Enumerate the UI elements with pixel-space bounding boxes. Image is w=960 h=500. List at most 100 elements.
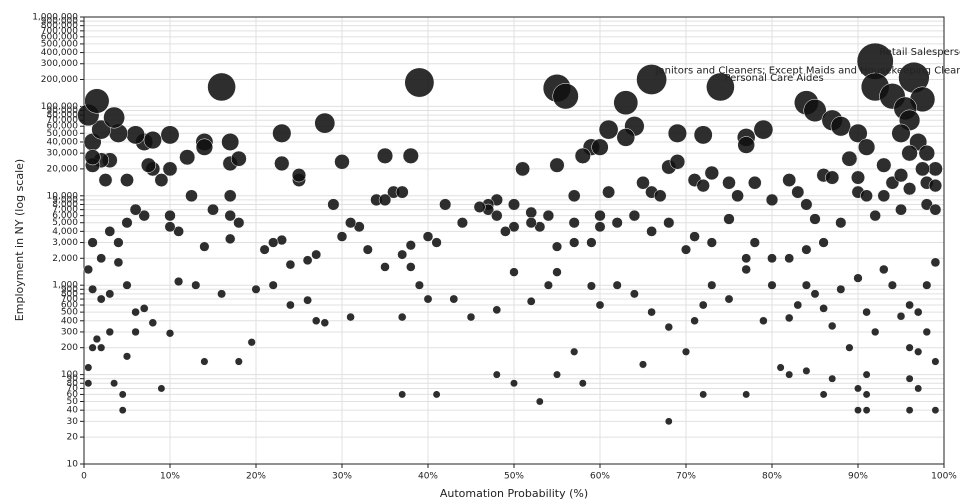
bubble: [286, 300, 295, 310]
y-tick-label: 50: [67, 397, 79, 407]
bubble: [259, 244, 270, 255]
bubble: [896, 311, 906, 321]
bubble: [765, 193, 779, 207]
bubble: [828, 374, 837, 383]
bubble: [802, 366, 811, 375]
bubble: [406, 262, 416, 272]
bubble: [131, 307, 140, 317]
bubble: [103, 106, 125, 129]
bubble: [104, 225, 116, 237]
bubble: [862, 307, 871, 317]
bubble: [591, 138, 609, 156]
bubble: [105, 289, 115, 299]
bubble: [500, 225, 511, 237]
bubble: [311, 316, 321, 326]
bubble: [594, 221, 606, 233]
bubble: [742, 390, 751, 399]
bubble: [853, 273, 863, 283]
bubble: [706, 237, 717, 248]
x-tick-label: 20%: [246, 472, 266, 482]
bubble: [148, 318, 158, 328]
bubble: [397, 249, 408, 260]
bubble: [567, 189, 581, 203]
x-tick-label: 100%: [931, 472, 957, 482]
bubble: [616, 128, 636, 147]
bubble: [126, 125, 146, 145]
bubble: [376, 147, 394, 164]
y-tick-label: 40,000: [47, 137, 79, 147]
bubble: [491, 209, 503, 222]
y-tick-label: 6,000: [52, 211, 78, 221]
bubble: [276, 234, 288, 246]
bubble: [869, 209, 881, 222]
bubble: [320, 318, 330, 328]
bubble: [854, 406, 862, 415]
bubble: [473, 200, 486, 213]
bubble: [302, 255, 313, 266]
y-tick-label: 900: [61, 285, 78, 295]
bubble: [272, 123, 292, 143]
bubble: [818, 237, 829, 248]
bubble: [723, 213, 735, 225]
bubble: [87, 237, 98, 248]
bubble: [586, 281, 596, 291]
x-tick-label: 60%: [590, 472, 610, 482]
bubble: [699, 390, 708, 399]
y-tick-label: 300: [61, 327, 78, 337]
bubble: [696, 178, 710, 193]
bubble: [741, 264, 751, 275]
bubble: [747, 175, 762, 190]
bubble: [157, 384, 166, 393]
bubble: [105, 327, 115, 337]
y-tick-label: 7,000: [52, 205, 78, 215]
bubble: [173, 225, 184, 237]
bubble: [84, 88, 110, 114]
bubble: [552, 370, 562, 379]
bubble: [510, 379, 518, 388]
bubble: [303, 295, 313, 305]
bubble: [929, 203, 942, 216]
bubble: [221, 133, 240, 151]
bubble: [336, 231, 348, 242]
y-tick-label: 900,000: [41, 17, 78, 27]
bubble: [139, 304, 149, 313]
y-tick-label: 800: [61, 289, 78, 299]
annotation: Personal Care Aides: [724, 73, 823, 84]
bubble: [927, 161, 943, 177]
bubble: [791, 185, 805, 199]
bubble: [230, 150, 247, 167]
bubble: [397, 312, 407, 322]
bubble: [819, 304, 828, 313]
bubble: [776, 363, 785, 372]
bubble: [629, 289, 639, 299]
y-tick-label: 3,000: [52, 238, 78, 248]
bubble: [793, 300, 803, 310]
y-axis-title: Employment in NY (log scale): [13, 159, 26, 321]
y-tick-label: 100: [61, 370, 78, 380]
bubble: [800, 198, 813, 211]
bubble: [207, 203, 219, 216]
bubble: [819, 390, 828, 399]
y-tick-label: 70,000: [47, 116, 79, 126]
bubble: [901, 144, 918, 162]
y-tick-label: 50,000: [47, 129, 79, 139]
bubble: [870, 327, 880, 337]
x-tick-label: 50%: [504, 472, 524, 482]
bubble: [96, 253, 107, 264]
bubble: [129, 203, 142, 216]
bubble: [915, 161, 930, 177]
bubble: [586, 237, 597, 248]
bubble: [913, 307, 923, 317]
bubble: [841, 150, 858, 167]
y-tick-label: 20: [67, 433, 79, 443]
bubble: [753, 119, 774, 140]
y-tick-label: 30: [67, 417, 79, 427]
bubble: [327, 198, 340, 211]
bubble: [857, 138, 876, 156]
bubble: [578, 379, 587, 388]
bubble: [224, 209, 236, 222]
bubble: [759, 316, 768, 326]
bubble: [628, 209, 641, 222]
bubble: [217, 289, 227, 299]
